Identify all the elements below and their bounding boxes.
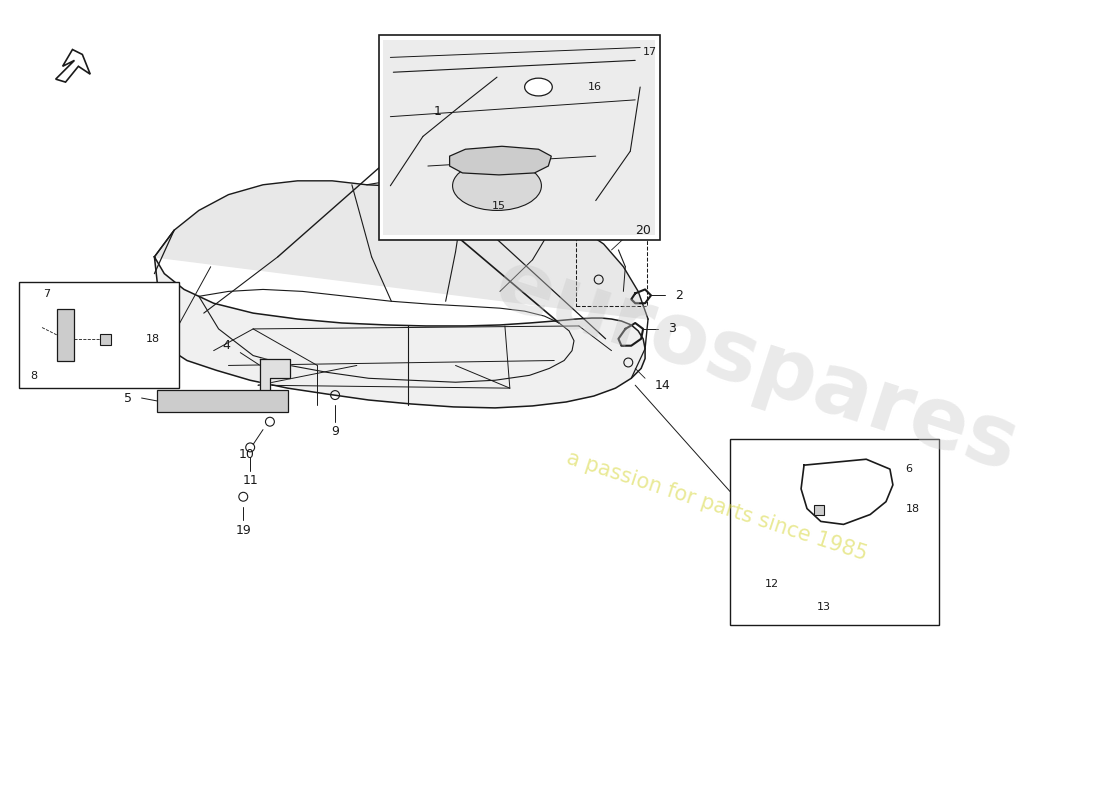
Text: 5: 5 [123,391,132,405]
Text: 9: 9 [331,425,339,438]
Bar [57,309,75,361]
Text: 18: 18 [905,503,920,514]
Bar [730,439,939,625]
Bar [19,282,179,388]
Bar [100,334,111,345]
Text: 12: 12 [764,578,779,589]
Text: 11: 11 [242,474,258,487]
Text: 16: 16 [587,82,602,92]
Bar [378,34,660,240]
Polygon shape [154,181,648,319]
Polygon shape [450,146,551,175]
Text: 8: 8 [31,371,37,382]
Text: 3: 3 [668,322,675,335]
Bar [576,232,647,306]
Bar [384,40,654,235]
Text: 4: 4 [222,339,230,352]
Text: eurospares: eurospares [485,242,1028,489]
Ellipse shape [525,78,552,96]
Text: 2: 2 [674,289,683,302]
Text: 20: 20 [635,224,651,237]
Text: 17: 17 [644,47,657,58]
Bar [814,505,824,514]
Polygon shape [154,257,645,408]
Text: 14: 14 [654,378,671,392]
Text: 13: 13 [817,602,830,612]
Polygon shape [260,358,289,392]
Text: 15: 15 [492,201,506,210]
Text: a passion for parts since 1985: a passion for parts since 1985 [564,449,870,565]
Text: 19: 19 [235,524,251,537]
Text: 10: 10 [239,448,254,461]
Text: 7: 7 [43,290,51,299]
Text: 6: 6 [905,464,913,474]
Ellipse shape [452,161,541,210]
Text: 1: 1 [433,106,442,118]
Text: 18: 18 [145,334,160,344]
Bar [157,390,288,412]
